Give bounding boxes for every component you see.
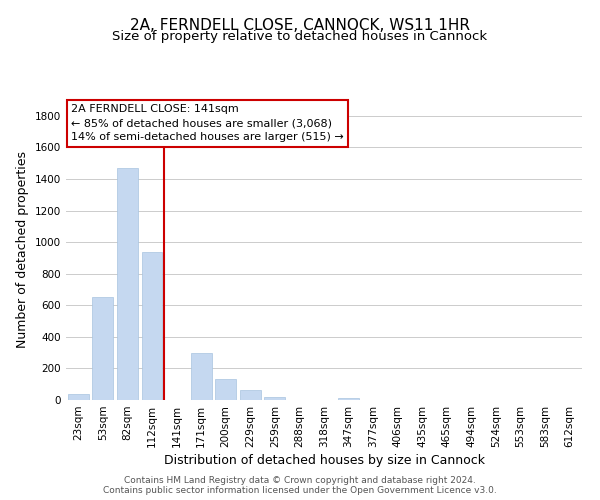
- Bar: [191, 354, 212, 400]
- Text: Contains HM Land Registry data © Crown copyright and database right 2024.: Contains HM Land Registry data © Crown c…: [124, 476, 476, 485]
- Bar: [68, 394, 89, 400]
- Bar: [265, 397, 286, 400]
- Y-axis label: Number of detached properties: Number of detached properties: [16, 152, 29, 348]
- Text: Size of property relative to detached houses in Cannock: Size of property relative to detached ho…: [112, 30, 488, 43]
- Text: 2A FERNDELL CLOSE: 141sqm
← 85% of detached houses are smaller (3,068)
14% of se: 2A FERNDELL CLOSE: 141sqm ← 85% of detac…: [71, 104, 344, 142]
- Bar: [142, 252, 163, 400]
- Text: Contains public sector information licensed under the Open Government Licence v3: Contains public sector information licen…: [103, 486, 497, 495]
- Bar: [92, 296, 113, 400]
- Bar: [117, 168, 138, 400]
- X-axis label: Distribution of detached houses by size in Cannock: Distribution of detached houses by size …: [163, 454, 485, 467]
- Text: 2A, FERNDELL CLOSE, CANNOCK, WS11 1HR: 2A, FERNDELL CLOSE, CANNOCK, WS11 1HR: [130, 18, 470, 32]
- Bar: [240, 390, 261, 400]
- Bar: [215, 380, 236, 400]
- Bar: [338, 398, 359, 400]
